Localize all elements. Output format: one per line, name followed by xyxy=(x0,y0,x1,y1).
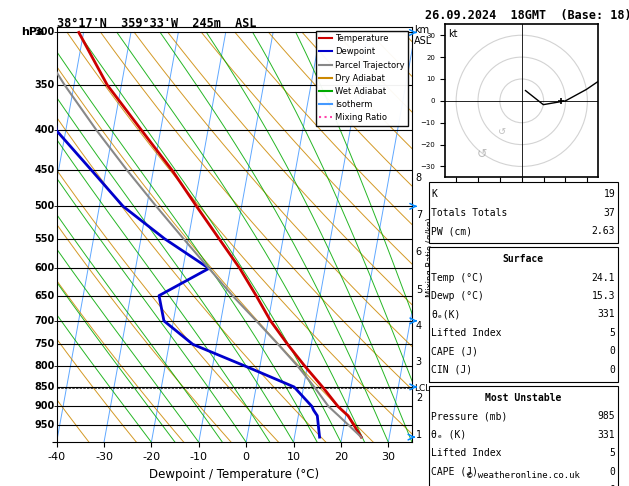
Text: 5: 5 xyxy=(610,448,615,458)
Text: 400: 400 xyxy=(35,125,55,136)
Text: 850: 850 xyxy=(35,382,55,392)
Text: 2: 2 xyxy=(416,393,422,403)
Text: 500: 500 xyxy=(35,201,55,211)
Text: 5: 5 xyxy=(416,285,422,295)
Text: CIN (J): CIN (J) xyxy=(431,485,472,486)
Text: Surface: Surface xyxy=(503,254,544,264)
Text: 4: 4 xyxy=(416,321,422,330)
Text: 300: 300 xyxy=(35,27,55,37)
Text: Lifted Index: Lifted Index xyxy=(431,448,502,458)
Text: CAPE (J): CAPE (J) xyxy=(431,467,479,477)
Text: Totals Totals: Totals Totals xyxy=(431,208,508,218)
Text: © weatheronline.co.uk: © weatheronline.co.uk xyxy=(467,471,580,480)
Text: 8: 8 xyxy=(416,173,422,183)
Text: 600: 600 xyxy=(35,263,55,274)
Legend: Temperature, Dewpoint, Parcel Trajectory, Dry Adiabat, Wet Adiabat, Isotherm, Mi: Temperature, Dewpoint, Parcel Trajectory… xyxy=(316,31,408,125)
Text: 700: 700 xyxy=(35,316,55,326)
Text: PW (cm): PW (cm) xyxy=(431,226,472,236)
Text: Temp (°C): Temp (°C) xyxy=(431,273,484,282)
Text: 0: 0 xyxy=(610,485,615,486)
X-axis label: Dewpoint / Temperature (°C): Dewpoint / Temperature (°C) xyxy=(149,468,320,481)
Text: 37: 37 xyxy=(603,208,615,218)
Text: LCL: LCL xyxy=(415,383,431,393)
Text: 2.63: 2.63 xyxy=(592,226,615,236)
Text: Pressure (mb): Pressure (mb) xyxy=(431,411,508,421)
Text: 3: 3 xyxy=(416,357,422,367)
Text: Dewp (°C): Dewp (°C) xyxy=(431,291,484,301)
Text: 19: 19 xyxy=(603,189,615,199)
Text: km: km xyxy=(415,25,430,35)
Text: 15.3: 15.3 xyxy=(592,291,615,301)
Text: 450: 450 xyxy=(35,165,55,175)
Text: 331: 331 xyxy=(598,430,615,440)
Text: CIN (J): CIN (J) xyxy=(431,365,472,375)
Text: 985: 985 xyxy=(598,411,615,421)
Text: CAPE (J): CAPE (J) xyxy=(431,347,479,356)
Text: $\circlearrowleft$: $\circlearrowleft$ xyxy=(474,148,487,161)
Text: θₑ (K): θₑ (K) xyxy=(431,430,467,440)
Text: 0: 0 xyxy=(610,347,615,356)
Text: 24.1: 24.1 xyxy=(592,273,615,282)
Text: 550: 550 xyxy=(35,234,55,244)
Text: ASL: ASL xyxy=(415,36,433,46)
Text: 1: 1 xyxy=(416,430,422,440)
Text: 6: 6 xyxy=(416,247,422,257)
Text: 38°17'N  359°33'W  245m  ASL: 38°17'N 359°33'W 245m ASL xyxy=(57,17,256,30)
Text: Lifted Index: Lifted Index xyxy=(431,328,502,338)
Text: 331: 331 xyxy=(598,310,615,319)
Text: 5: 5 xyxy=(610,328,615,338)
Text: Most Unstable: Most Unstable xyxy=(485,393,562,403)
Text: 350: 350 xyxy=(35,80,55,90)
Text: 900: 900 xyxy=(35,401,55,411)
Text: θₑ(K): θₑ(K) xyxy=(431,310,461,319)
Text: 650: 650 xyxy=(35,291,55,301)
Text: Mixing Ratio (g/kg): Mixing Ratio (g/kg) xyxy=(425,217,435,296)
Text: 26.09.2024  18GMT  (Base: 18): 26.09.2024 18GMT (Base: 18) xyxy=(425,9,629,22)
Text: 950: 950 xyxy=(35,420,55,430)
Text: hPa: hPa xyxy=(21,27,45,37)
Text: 7: 7 xyxy=(416,210,422,220)
Text: $\circlearrowleft$: $\circlearrowleft$ xyxy=(496,126,507,136)
Text: 0: 0 xyxy=(610,467,615,477)
Text: 750: 750 xyxy=(35,339,55,349)
Text: 0: 0 xyxy=(610,365,615,375)
Text: 800: 800 xyxy=(35,361,55,371)
Text: kt: kt xyxy=(448,29,458,39)
Text: K: K xyxy=(431,189,437,199)
